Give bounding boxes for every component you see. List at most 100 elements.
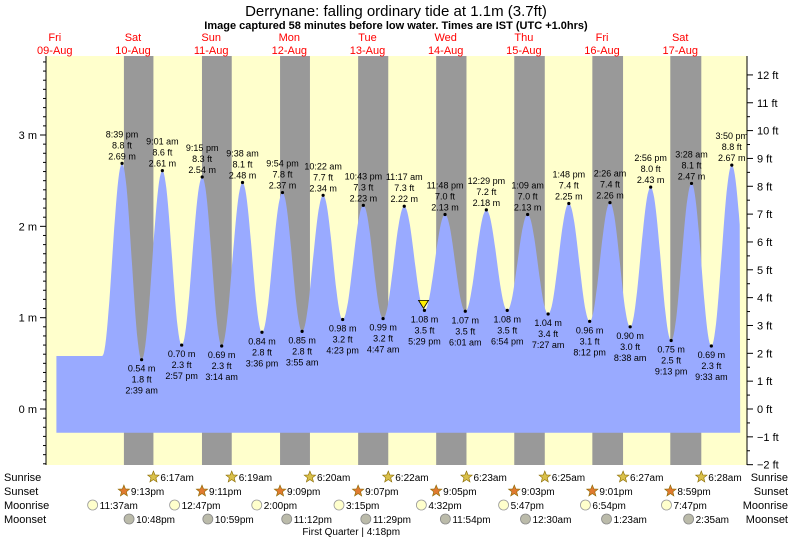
day-date-label: 12-Aug	[272, 45, 307, 57]
moonrise-icon	[169, 499, 181, 511]
sunset-icon	[585, 484, 599, 497]
extreme-point	[160, 169, 164, 173]
low-m-label: 0.96 m	[576, 325, 604, 335]
right-tick-label: 9 ft	[757, 153, 772, 165]
sunrise-time: 6:28am	[708, 473, 741, 484]
high-m-label: 2.34 m	[309, 183, 337, 193]
low-time-label: 3:55 am	[286, 357, 319, 367]
low-ft-label: 3.1 ft	[580, 336, 601, 346]
extreme-point	[260, 330, 264, 334]
moonset-icon	[202, 513, 214, 525]
high-ft-label: 7.2 ft	[476, 187, 497, 197]
right-tick-label: 2 ft	[757, 348, 772, 360]
low-m-label: 0.84 m	[248, 336, 276, 346]
low-ft-label: 1.8 ft	[132, 375, 153, 385]
sunset-time: 9:09pm	[287, 487, 320, 498]
low-m-label: 1.08 m	[493, 314, 521, 324]
high-m-label: 2.67 m	[718, 153, 746, 163]
high-m-label: 2.13 m	[514, 202, 542, 212]
extreme-point	[200, 175, 204, 179]
day-date-label: 10-Aug	[115, 45, 150, 57]
extreme-point	[321, 193, 325, 197]
sunrise-time: 6:22am	[395, 473, 428, 484]
day-name-label: Fri	[596, 32, 609, 44]
low-ft-label: 2.3 ft	[212, 361, 233, 371]
chart-title: Derrynane: falling ordinary tide at 1.1m…	[245, 3, 547, 20]
extreme-point	[463, 309, 467, 313]
moonrise-time: 7:47pm	[673, 501, 706, 512]
sunset-time: 9:13pm	[131, 487, 164, 498]
extreme-point	[526, 212, 530, 217]
sunrise-time: 6:19am	[239, 473, 272, 484]
tide-area	[56, 163, 741, 433]
low-m-label: 0.75 m	[657, 345, 685, 355]
low-ft-label: 2.8 ft	[252, 347, 273, 357]
low-ft-label: 2.3 ft	[701, 361, 722, 371]
tide-curve	[56, 163, 741, 433]
high-time-label: 3:50 pm	[716, 131, 749, 141]
moonrise-time: 2:00pm	[264, 501, 297, 512]
right-tick-label: 0 ft	[757, 404, 772, 416]
high-ft-label: 8.6 ft	[152, 148, 173, 158]
moonrise-icon	[87, 499, 99, 511]
sunrise-time: 6:27am	[630, 473, 663, 484]
high-m-label: 2.43 m	[637, 175, 665, 185]
left-tick-label: 2 m	[19, 221, 37, 233]
moonrise-icon	[251, 499, 263, 511]
day-headers: Fri09-AugSat10-AugSun11-AugMon12-AugTue1…	[37, 32, 698, 57]
high-m-label: 2.13 m	[431, 202, 459, 212]
sunset-time: 8:59pm	[677, 487, 710, 498]
high-time-label: 11:17 am	[386, 172, 423, 182]
low-ft-label: 2.3 ft	[172, 360, 193, 370]
low-time-label: 8:12 pm	[573, 347, 606, 357]
day-name-label: Mon	[279, 32, 300, 44]
low-ft-label: 2.8 ft	[292, 346, 313, 356]
high-time-label: 1:09 am	[511, 180, 544, 190]
moonrise-icon	[498, 499, 510, 511]
low-ft-label: 3.5 ft	[455, 326, 476, 336]
sunset-icon	[429, 484, 443, 497]
extreme-point	[361, 203, 365, 207]
high-ft-label: 8.3 ft	[192, 154, 213, 164]
high-m-label: 2.22 m	[390, 194, 418, 204]
sunset-time: 9:05pm	[443, 487, 476, 498]
day-name-label: Sat	[672, 32, 689, 44]
high-ft-label: 8.0 ft	[641, 164, 662, 174]
moonrise-icon	[415, 499, 427, 511]
sunset-icon	[273, 484, 287, 497]
moonrise-time: 6:54pm	[592, 501, 625, 512]
right-tick-label: 6 ft	[757, 237, 772, 249]
low-ft-label: 3.2 ft	[333, 334, 354, 344]
moonrise-time: 3:15pm	[346, 501, 379, 512]
high-time-label: 10:22 am	[304, 161, 342, 171]
high-m-label: 2.54 m	[188, 165, 216, 175]
moon-phase-label: First Quarter | 4:18pm	[302, 527, 400, 538]
moonset-icon	[360, 513, 372, 525]
moonrise-icon	[580, 499, 591, 511]
extreme-point	[402, 204, 406, 208]
low-ft-label: 3.4 ft	[538, 329, 559, 339]
high-ft-label: 8.1 ft	[682, 160, 703, 170]
low-time-label: 3:36 pm	[246, 358, 279, 368]
sunrise-icon	[381, 470, 395, 483]
high-ft-label: 7.4 ft	[559, 181, 580, 191]
day-date-label: 09-Aug	[37, 45, 72, 57]
extreme-point	[341, 317, 345, 322]
high-time-label: 12:29 pm	[468, 176, 506, 186]
right-tick-label: 3 ft	[757, 320, 772, 332]
moonset-icon	[439, 513, 451, 525]
low-time-label: 7:27 am	[532, 340, 565, 350]
day-date-label: 13-Aug	[350, 45, 385, 57]
sunset-icon	[663, 484, 677, 497]
extreme-point	[709, 344, 713, 348]
extreme-point	[484, 208, 488, 212]
right-tick-label: 8 ft	[757, 181, 772, 193]
low-m-label: 0.99 m	[369, 323, 397, 333]
right-tick-label: 4 ft	[757, 293, 772, 305]
low-time-label: 9:33 am	[695, 372, 728, 382]
moonset-icon	[281, 513, 293, 525]
moonset-time: 11:54pm	[452, 515, 490, 526]
moonset-time: 11:29pm	[373, 515, 411, 526]
